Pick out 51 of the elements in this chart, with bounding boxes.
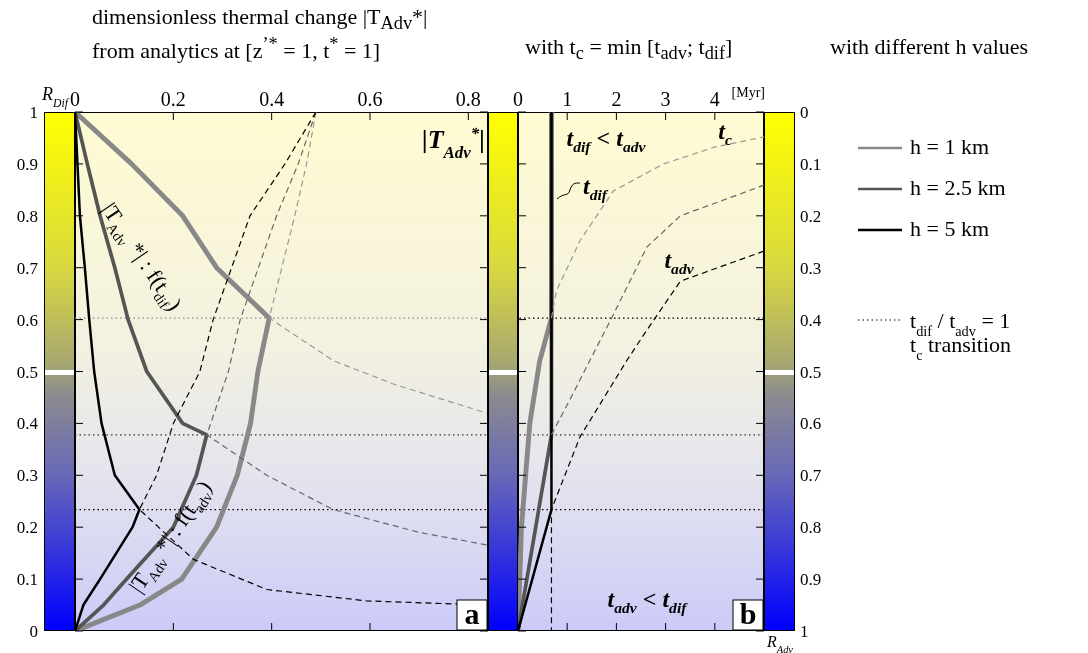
x-tick-label: 1: [562, 88, 573, 110]
legend-label: h = 5 km: [910, 216, 990, 241]
x-tick-label: 3: [660, 88, 671, 110]
y-tick-label: 0.9: [16, 154, 38, 174]
y2-tick-label: 0.1: [800, 154, 822, 174]
annotation: t$_{adv}$ < t$_{dif}$: [607, 585, 689, 617]
x-axis-title: [Myr]: [731, 85, 765, 100]
y2-tick-label: 0.3: [800, 258, 822, 278]
x-tick-label: 0: [70, 88, 80, 110]
y-tick-label: 0.5: [16, 362, 38, 382]
x-tick-label: 0.4: [259, 88, 285, 110]
y2-tick-label: 1: [800, 622, 809, 641]
x-tick-label: 2: [611, 88, 622, 110]
x-tick-label: 0: [513, 88, 523, 110]
annotation: a: [464, 597, 480, 630]
y2-tick-label: 0.9: [800, 570, 822, 590]
x-tick-label: 0.6: [357, 88, 383, 110]
x-tick-label: 0.8: [455, 88, 481, 110]
x-axis-title: |T$_{Adv}$$^{*}$|: [421, 123, 485, 162]
y-tick-label: 0.2: [16, 518, 38, 538]
y-tick-label: 0.8: [16, 206, 38, 226]
annotation: b: [739, 597, 757, 630]
x-tick-label: 4: [709, 88, 720, 110]
y-tick-label: 1: [29, 103, 38, 122]
y2-axis-title: R$_{Adv}$: [766, 633, 794, 653]
legend-label: h = 2.5 km: [910, 175, 1006, 200]
annotation: t$_{c}$: [718, 117, 732, 149]
chart-subtitle: from analytics at [z$^{’*}$ = 1, t$^{*}$ = 1]: [92, 34, 381, 65]
y2-tick-label: 0.6: [800, 414, 822, 434]
y2-tick-label: 0.7: [800, 466, 822, 486]
y-tick-label: 0.1: [16, 570, 38, 590]
annotation: t$_{dif}$ < t$_{adv}$: [566, 124, 647, 156]
chart-title: with t$_{c}$ = min [t$_{adv}$; t$_{dif}$]: [525, 34, 733, 65]
y-axis-title: R$_{Dif}$: [41, 84, 70, 110]
annotation: t$_{adv}$: [664, 246, 695, 278]
y-tick-label: 0: [29, 622, 38, 641]
y2-tick-label: 0.5: [800, 362, 822, 382]
annotation: t$_{dif}$: [583, 172, 609, 204]
y2-tick-label: 0.4: [800, 310, 822, 330]
y-tick-label: 0.3: [16, 466, 38, 486]
text: t$_{dif}$ / t$_{adv}$ = 1 t$_{c}$ transition: [910, 308, 1012, 363]
y-tick-label: 0.7: [16, 258, 39, 278]
y-tick-label: 0.4: [16, 414, 39, 434]
y2-tick-label: 0: [800, 103, 809, 122]
legend-label: h = 1 km: [910, 134, 990, 159]
y2-tick-label: 0.2: [800, 206, 822, 226]
legend-title: with different h values: [830, 34, 1029, 60]
y-tick-label: 0.6: [16, 310, 38, 330]
chart-title: dimensionless thermal change |T$_{Adv}$*|: [92, 4, 428, 35]
x-tick-label: 0.2: [160, 88, 186, 110]
y2-tick-label: 0.8: [800, 518, 822, 538]
